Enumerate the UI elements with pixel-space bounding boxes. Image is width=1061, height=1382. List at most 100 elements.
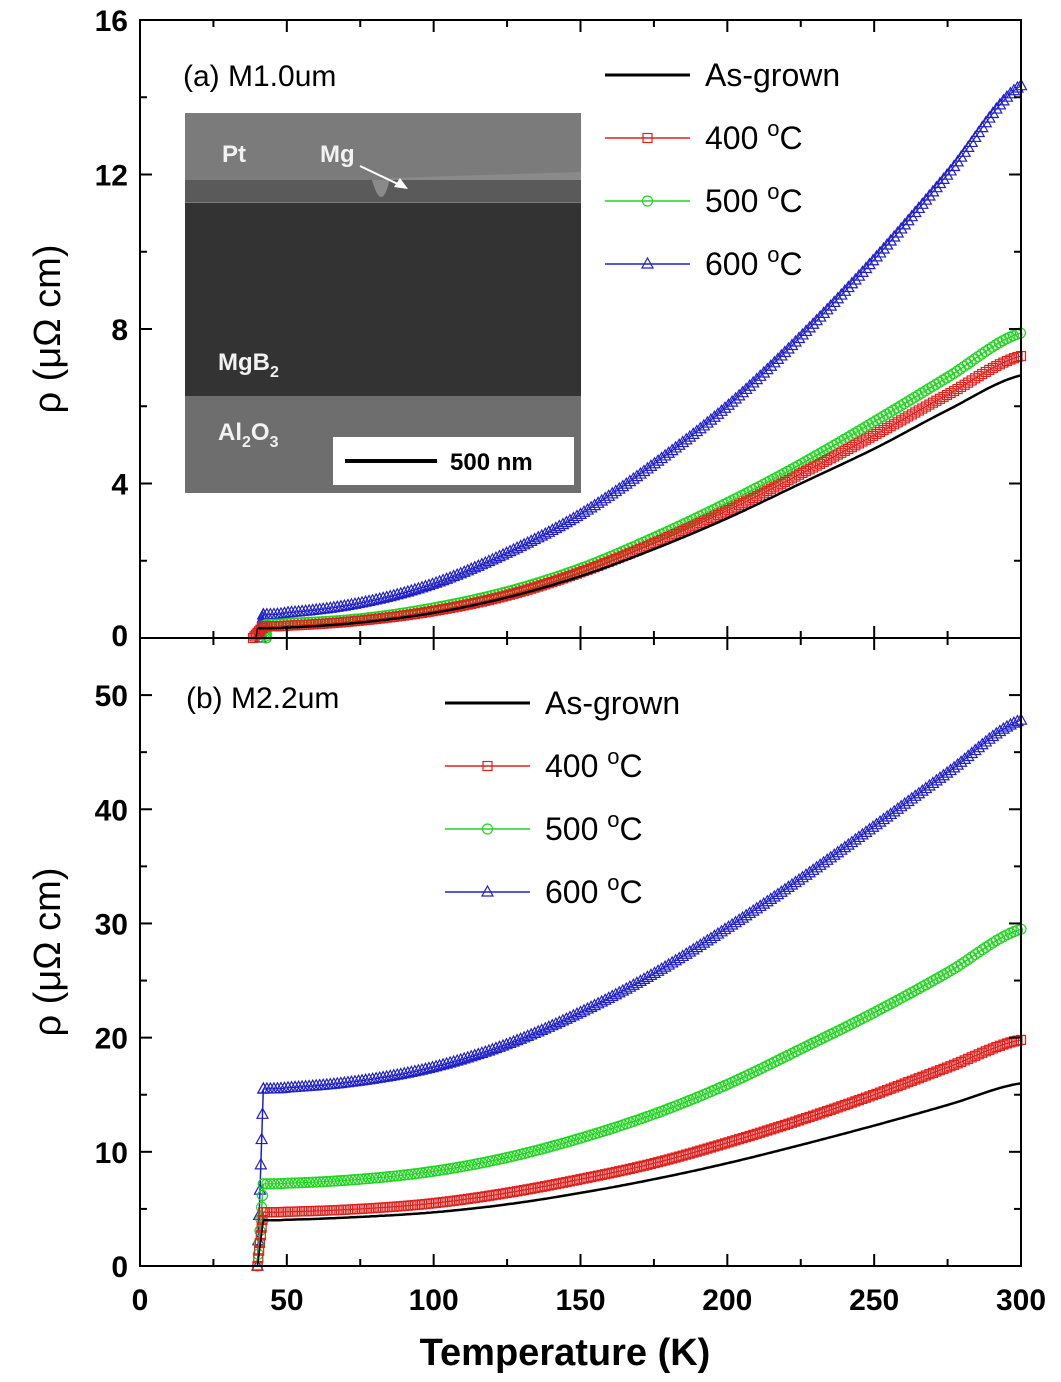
panel-a-legend-marker-1 [642, 132, 653, 144]
panel-b-series-1-marker [628, 1163, 639, 1174]
panel-b-series-1-marker [511, 1186, 523, 1197]
inset-label-pt: Pt [222, 141, 246, 168]
panel-b-series-1-marker [670, 1152, 681, 1163]
x-tick-label: 0 [132, 1284, 149, 1317]
panel-a-series-1-marker [659, 533, 671, 544]
panel-b-series-1-marker [667, 1153, 678, 1164]
panel-b-series-2-marker [388, 1170, 400, 1182]
panel-a-series-3-marker [813, 309, 827, 322]
panel-a-series-1-marker [751, 491, 762, 502]
panel-b-series-3-marker [676, 949, 690, 962]
panel-a-series-1-marker [695, 517, 706, 529]
panel-a-series-1-marker [670, 528, 681, 540]
panel-b-frame [139, 637, 1022, 1267]
panel-a-series-1-marker [547, 576, 558, 588]
x-tick-label: 250 [849, 1284, 899, 1317]
panel-a-series-1-marker [744, 494, 755, 505]
panel-b-series-2-marker [384, 1170, 396, 1183]
panel-b-series-2-marker [416, 1167, 428, 1179]
panel-b-series-1-marker [684, 1148, 695, 1159]
panel-b-series-1-marker [596, 1169, 607, 1181]
panel-b-series-1-marker [783, 1118, 794, 1129]
panel-b-legend-marker-3 [480, 884, 495, 897]
panel-b-series-2-marker [405, 1168, 417, 1180]
panel-b-series-1-marker [793, 1115, 805, 1126]
panel-b-series-2 [251, 923, 1027, 1272]
panel-b-series-3-marker [651, 964, 665, 976]
panel-b-series-1-marker [652, 1157, 664, 1168]
panel-a-series-1-marker [543, 578, 554, 589]
panel-a-series-3-marker [693, 421, 707, 434]
panel-a-series-1-marker [677, 525, 688, 537]
panel-b-y-title: ρ (μΩ cm) [27, 868, 69, 1037]
panel-b-series-1-marker [705, 1142, 716, 1153]
panel-a-series-1-marker [839, 445, 850, 457]
panel-a-series-1-marker [726, 503, 738, 514]
panel-a-series-1-marker [998, 357, 1009, 368]
x-tick-label: 200 [702, 1284, 752, 1317]
panel-b-series-0 [256, 1082, 1022, 1267]
panel-a-series-1-marker [797, 467, 808, 479]
panel-a-series-3-marker [919, 192, 933, 205]
panel-a-series-3-marker [852, 268, 866, 281]
panel-b-series-1-marker [973, 1049, 984, 1060]
panel-a-legend-label-0: As-grown [705, 57, 840, 93]
panel-a-series-0-transition [255, 628, 259, 639]
panel-a-series-1-marker [786, 473, 798, 484]
panel-a-series-1-marker [723, 504, 734, 516]
panel-a-series-3-marker [894, 221, 908, 234]
panel-b-legend-label-0: As-grown [545, 685, 680, 721]
panel-b-series-2-marker [335, 1175, 347, 1187]
panel-b-series-2-marker [328, 1175, 340, 1187]
panel-a-legend-label-2: 500 oC [705, 179, 803, 219]
panel-a-series-3-marker [729, 391, 743, 404]
panel-a-series-3-marker [824, 298, 838, 311]
panel-b-series-2-marker [331, 1175, 343, 1187]
inset-micrograph: Pt Mg MgB2 Al2O3 500 nm [185, 113, 581, 493]
panel-b-series-3-marker [397, 1066, 411, 1079]
panel-a-series-3-marker [803, 320, 817, 333]
panel-b-series-3-marker [954, 755, 968, 767]
panel-b-series-1-marker [984, 1044, 995, 1055]
panel-b-series-1-marker [564, 1176, 576, 1187]
panel-a-series-3-marker [359, 594, 373, 607]
panel-a-label: (a) M1.0um [183, 60, 336, 93]
panel-b-series-1-marker [515, 1185, 526, 1196]
panel-b-series-1-marker [550, 1179, 561, 1190]
panel-b-series-1-marker [994, 1040, 1005, 1051]
panel-b-series-1-marker [741, 1131, 752, 1143]
panel-a-series-1-marker [987, 362, 998, 374]
panel-b-legend-marker-2 [481, 823, 494, 835]
panel-b-legend-label-3: 600 oC [545, 870, 643, 910]
panel-b-series-1-marker [688, 1147, 699, 1158]
panel-a-series-1-marker [924, 399, 935, 410]
panel-a-series-3-marker [736, 385, 750, 398]
panel-a-series-3-marker [771, 352, 785, 364]
panel-b-series-1-marker [712, 1140, 724, 1151]
panel-b-series-1-marker [970, 1050, 981, 1061]
panel-b-series-1-marker [822, 1105, 833, 1117]
panel-b-series-1-marker [963, 1053, 974, 1064]
panel-a-series-3-marker [697, 418, 711, 431]
panel-a-series-1-marker [815, 458, 826, 469]
panel-b-series-3-marker [672, 951, 686, 964]
panel-a-series-1-marker [709, 511, 720, 522]
panel-a-series-3-marker [838, 284, 852, 296]
panel-a-series-3-marker [855, 265, 869, 277]
panel-a-series-1-marker [681, 524, 692, 535]
panel-b-series-1-marker [899, 1078, 910, 1089]
panel-a-y-tick-label: 8 [111, 314, 128, 347]
panel-b-series-1-marker [903, 1077, 914, 1088]
panel-a-series-1-marker [755, 489, 766, 500]
panel-b-series-1-marker [977, 1047, 988, 1058]
panel-b-series-1-marker [617, 1165, 628, 1176]
panel-a-series-3-marker [877, 241, 891, 254]
panel-b-series-1-marker [934, 1065, 946, 1076]
panel-a-series-1-marker [663, 532, 674, 543]
panel-b-series-2-marker [256, 1189, 269, 1202]
panel-b-series-1-marker [786, 1117, 798, 1128]
panel-a-series-3-marker [1003, 86, 1017, 99]
panel-b-series-1-marker [941, 1062, 953, 1073]
panel-a-series-3-marker [739, 382, 753, 395]
panel-b-series-1-marker [829, 1103, 840, 1114]
